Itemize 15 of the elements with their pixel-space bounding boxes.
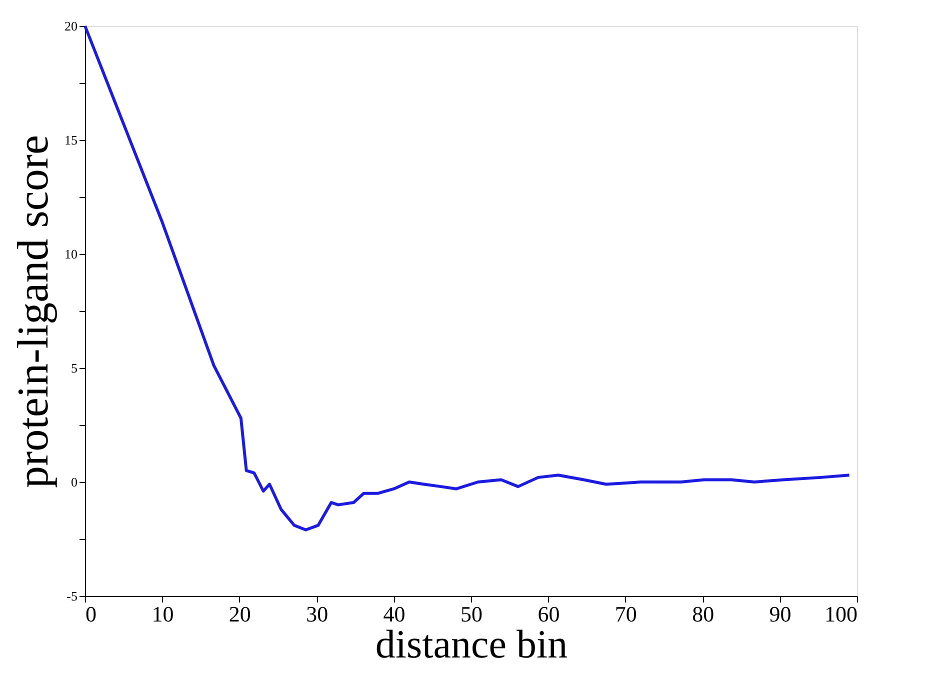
x-tick-label: 100 xyxy=(824,602,858,626)
y-tick-label: 5 xyxy=(71,360,78,376)
y-tick-label: 20 xyxy=(64,18,78,34)
x-tick-label: 20 xyxy=(228,602,251,626)
y-tick-label: -5 xyxy=(66,588,78,604)
x-tick-label: 30 xyxy=(306,602,328,626)
y-tick-label: 15 xyxy=(64,132,78,148)
y-tick-label: 10 xyxy=(64,246,78,262)
x-tick-label: 10 xyxy=(152,602,174,626)
x-tick-label: 90 xyxy=(769,602,792,626)
line-series xyxy=(84,24,851,532)
x-tick-label: 70 xyxy=(614,602,637,626)
x-tick-label: 80 xyxy=(692,602,714,626)
y-axis-title: protein-ligand score xyxy=(8,134,58,488)
y-tick-label: 0 xyxy=(71,474,78,490)
